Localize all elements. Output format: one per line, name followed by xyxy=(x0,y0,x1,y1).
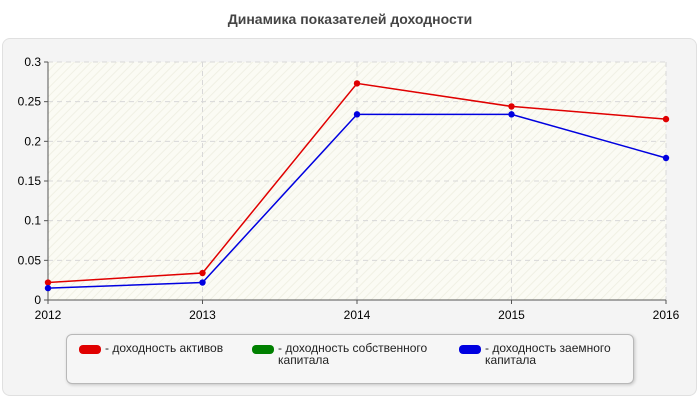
data-point-0-1 xyxy=(199,269,206,277)
legend-swatch-debt xyxy=(459,345,481,354)
data-point-2-1 xyxy=(199,279,206,286)
y-tick-labels: 0 0.05 0.1 0.15 0.2 0.25 0.3 xyxy=(18,55,42,307)
y-tick-label: 0.25 xyxy=(18,95,42,109)
legend-swatch-assets xyxy=(79,345,101,354)
x-tick-labels: 2012 2013 2014 2015 2016 xyxy=(35,308,680,322)
chart-title: Динамика показателей доходности xyxy=(227,11,473,27)
data-point-2-0 xyxy=(44,284,52,292)
data-point-0-4 xyxy=(662,115,670,123)
data-point-2-3 xyxy=(508,111,515,118)
legend-item-equity: - доходность собственного капитала xyxy=(252,342,428,366)
data-point-0-2 xyxy=(353,80,361,87)
axes xyxy=(44,61,667,304)
legend: - доходность активов - доходность собств… xyxy=(66,334,634,384)
grid-lines xyxy=(48,61,667,300)
series-group xyxy=(44,80,670,292)
y-tick-label: 0.2 xyxy=(24,134,41,148)
data-point-0-3 xyxy=(508,103,515,110)
data-point-2-2 xyxy=(353,111,361,118)
legend-item-assets: - доходность активов xyxy=(79,342,255,354)
legend-item-debt: - доходность заемного капитала xyxy=(459,342,635,366)
x-tick-label: 2016 xyxy=(653,308,680,322)
x-tick-label: 2012 xyxy=(35,308,62,322)
data-point-0-0 xyxy=(44,279,52,286)
legend-swatch-equity xyxy=(252,345,274,354)
y-tick-label: 0.3 xyxy=(24,55,41,69)
y-tick-label: 0 xyxy=(34,293,41,307)
x-tick-label: 2015 xyxy=(498,308,525,322)
x-tick-label: 2013 xyxy=(189,308,216,322)
legend-label-debt: - доходность заемного капитала xyxy=(485,341,611,367)
legend-label-assets: - доходность активов xyxy=(105,341,224,355)
x-tick-label: 2014 xyxy=(344,308,371,322)
y-tick-label: 0.15 xyxy=(18,174,42,188)
data-point-2-4 xyxy=(662,154,670,162)
y-tick-label: 0.05 xyxy=(18,253,42,267)
legend-label-equity: - доходность собственного капитала xyxy=(278,341,428,367)
y-tick-label: 0.1 xyxy=(24,214,41,228)
